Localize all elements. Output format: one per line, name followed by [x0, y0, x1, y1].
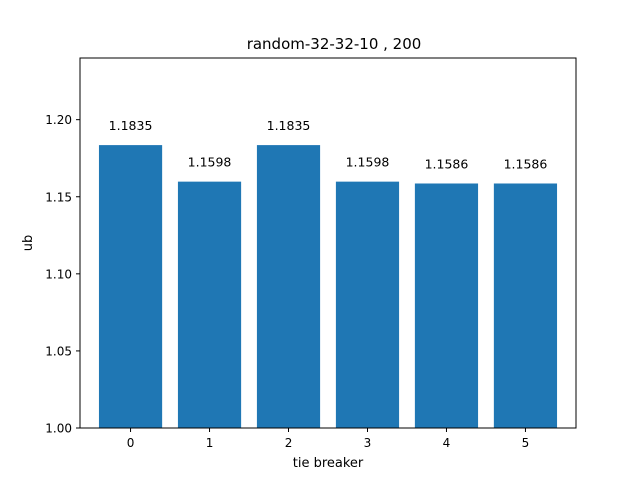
x-tick-label-2: 2 [285, 436, 293, 450]
bar-3 [335, 181, 400, 428]
x-axis-ticks: 0 1 2 3 4 5 [127, 428, 530, 450]
chart-title: random-32-32-10 , 200 [247, 35, 422, 53]
data-label-5: 1.1586 [504, 156, 548, 171]
y-axis-ticks: 1.00 1.05 1.10 1.15 1.20 [45, 113, 80, 436]
plot-frame [79, 57, 577, 429]
y-tick-label-1.00: 1.00 [45, 422, 72, 436]
x-tick-label-4: 4 [443, 436, 451, 450]
data-label-1: 1.1598 [188, 155, 232, 170]
data-label-4: 1.1586 [425, 156, 469, 171]
bars-group [98, 145, 558, 428]
x-tick-label-0: 0 [127, 436, 135, 450]
x-axis-label: tie breaker [293, 456, 364, 471]
x-tick-label-3: 3 [364, 436, 372, 450]
y-tick-label-1.20: 1.20 [45, 113, 72, 127]
data-label-2: 1.1835 [267, 118, 311, 133]
x-tick-label-5: 5 [522, 436, 530, 450]
bar-0 [98, 145, 163, 428]
bar-1 [177, 181, 242, 428]
y-tick-label-1.10: 1.10 [45, 267, 72, 281]
data-labels-group: 1.1835 1.1598 1.1835 1.1598 1.1586 1.1586 [109, 118, 548, 171]
bar-2 [256, 145, 321, 428]
y-tick-label-1.05: 1.05 [45, 344, 72, 358]
bar-5 [493, 183, 558, 428]
y-tick-label-1.15: 1.15 [45, 190, 72, 204]
bar-4 [414, 183, 479, 428]
data-label-0: 1.1835 [109, 118, 153, 133]
data-label-3: 1.1598 [346, 155, 390, 170]
y-axis-label: ub [21, 235, 36, 252]
x-tick-label-1: 1 [206, 436, 214, 450]
